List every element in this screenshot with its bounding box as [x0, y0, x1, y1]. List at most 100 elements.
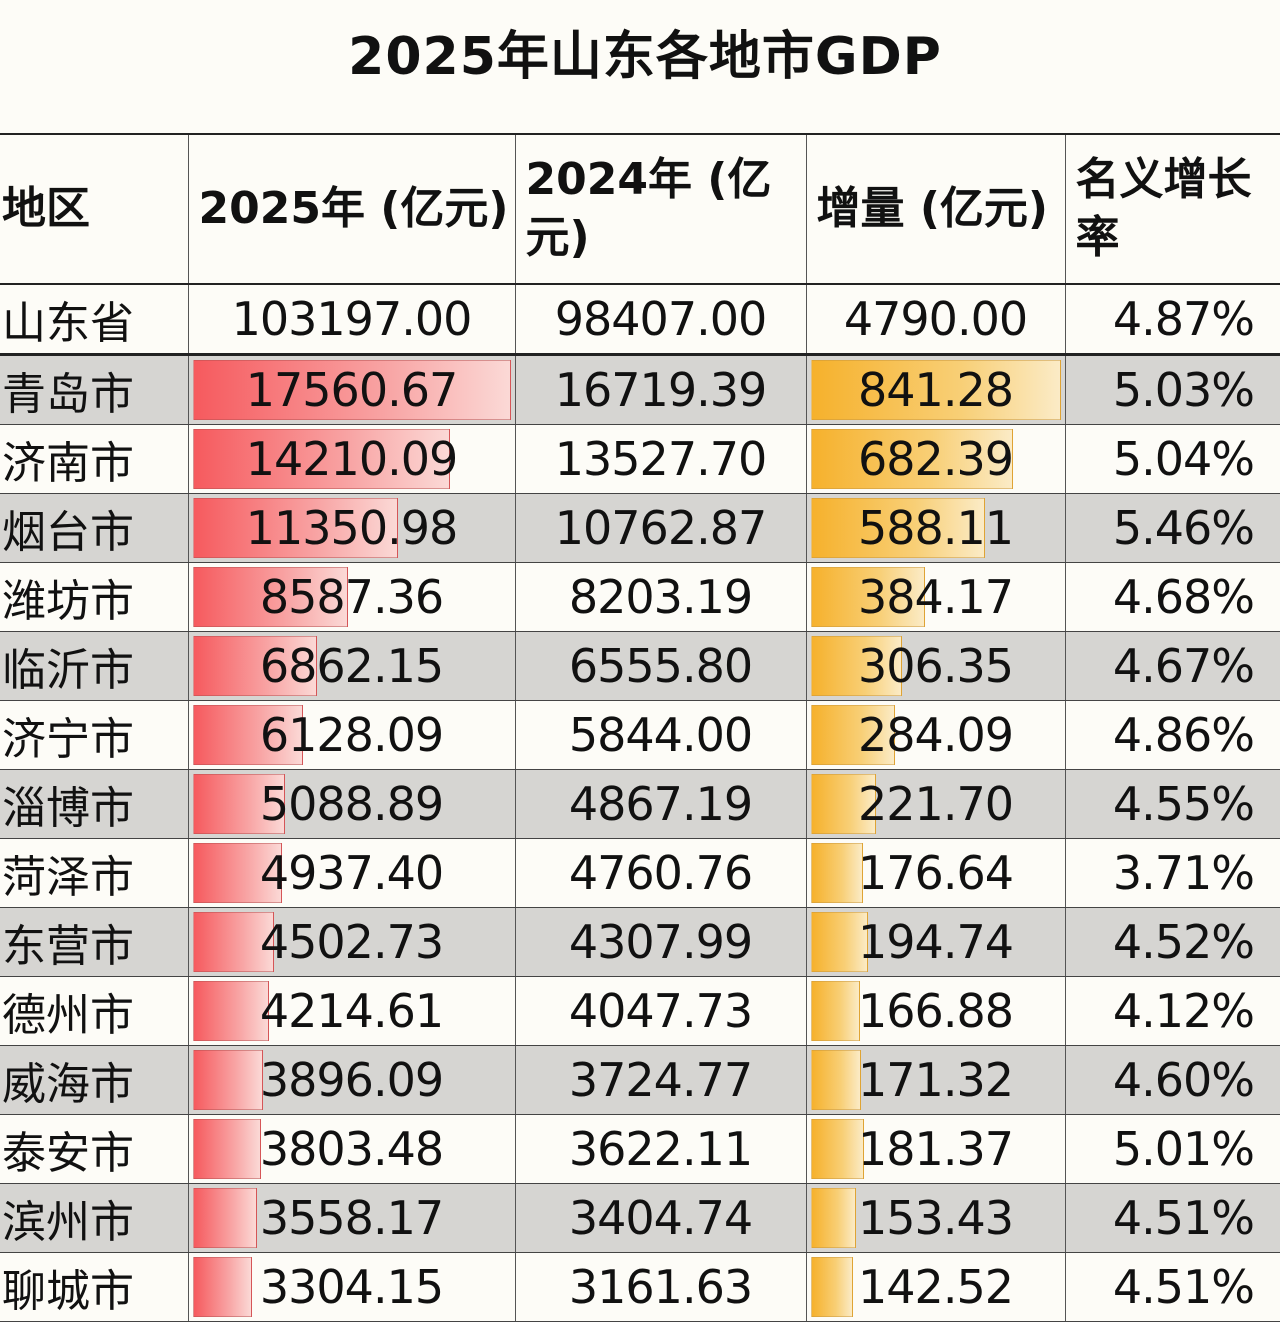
increase-data-bar — [810, 498, 986, 558]
region-cell: 聊城市 — [0, 1252, 188, 1322]
increase-value: 682.39 — [858, 432, 1014, 486]
gdp2025-data-bar — [192, 1119, 262, 1179]
gdp2025-value: 4214.61 — [259, 984, 444, 1038]
table-row: 淄博市 5088.89 4867.19 221.70 4.55% — [0, 769, 1280, 839]
increase-data-bar — [810, 912, 869, 972]
gdp2025-data-bar — [192, 1188, 257, 1248]
gdp2025-data-bar — [192, 912, 275, 972]
region-cell: 德州市 — [0, 976, 188, 1046]
gdp2025-value: 17560.67 — [245, 363, 458, 417]
gdp2024-cell: 16719.39 — [514, 354, 806, 425]
gdp2025-data-bar — [192, 498, 399, 558]
table-row: 青岛市 17560.67 16719.39 841.28 5.03% — [0, 354, 1280, 425]
increase-value: 841.28 — [858, 363, 1014, 417]
growth-cell: 5.01% — [1064, 1114, 1280, 1184]
gdp-table: 地区 2025年 (亿元) 2024年 (亿元) 增量 (亿元) 名义增长率 山… — [0, 133, 1280, 1322]
table-row: 威海市 3896.09 3724.77 171.32 4.60% — [0, 1045, 1280, 1115]
increase-value: 588.11 — [858, 501, 1014, 555]
header-increase: 增量 (亿元) — [805, 133, 1065, 285]
region-cell: 济南市 — [0, 424, 188, 494]
gdp2024-cell: 98407.00 — [514, 284, 806, 356]
table-row: 临沂市 6862.15 6555.80 306.35 4.67% — [0, 631, 1280, 701]
gdp2025-cell: 103197.00 — [187, 284, 515, 356]
gdp2025-value: 14210.09 — [245, 432, 458, 486]
increase-cell: 384.17 — [805, 562, 1065, 632]
growth-cell: 4.87% — [1064, 284, 1280, 356]
increase-cell: 166.88 — [805, 976, 1065, 1046]
increase-cell: 142.52 — [805, 1252, 1065, 1322]
header-gdp2024: 2024年 (亿元) — [514, 133, 806, 285]
gdp2025-value: 3803.48 — [259, 1122, 444, 1176]
region-cell: 滨州市 — [0, 1183, 188, 1253]
increase-value: 221.70 — [858, 777, 1014, 831]
gdp2025-value: 11350.98 — [245, 501, 458, 555]
region-cell: 菏泽市 — [0, 838, 188, 908]
increase-data-bar — [810, 636, 902, 696]
table-row: 菏泽市 4937.40 4760.76 176.64 3.71% — [0, 838, 1280, 908]
header-growth: 名义增长率 — [1064, 133, 1280, 285]
growth-cell: 4.55% — [1064, 769, 1280, 839]
increase-value: 181.37 — [858, 1122, 1014, 1176]
table-row: 东营市 4502.73 4307.99 194.74 4.52% — [0, 907, 1280, 977]
gdp2025-data-bar — [192, 636, 317, 696]
region-cell: 东营市 — [0, 907, 188, 977]
increase-value: 166.88 — [858, 984, 1014, 1038]
gdp2024-cell: 6555.80 — [514, 631, 806, 701]
gdp2025-cell: 14210.09 — [187, 424, 515, 494]
chart-title: 2025年山东各地市GDP — [348, 27, 942, 87]
increase-value: 176.64 — [858, 846, 1014, 900]
region-cell: 淄博市 — [0, 769, 188, 839]
gdp2025-cell: 5088.89 — [187, 769, 515, 839]
gdp2025-cell: 4502.73 — [187, 907, 515, 977]
increase-value: 306.35 — [858, 639, 1014, 693]
gdp2025-value: 8587.36 — [259, 570, 444, 624]
increase-cell: 194.74 — [805, 907, 1065, 977]
increase-data-bar — [810, 981, 861, 1041]
increase-cell: 171.32 — [805, 1045, 1065, 1115]
table-row: 烟台市 11350.98 10762.87 588.11 5.46% — [0, 493, 1280, 563]
increase-cell: 306.35 — [805, 631, 1065, 701]
gdp2025-cell: 6128.09 — [187, 700, 515, 770]
increase-cell: 841.28 — [805, 354, 1065, 425]
gdp2025-value: 3558.17 — [259, 1191, 444, 1245]
increase-value: 284.09 — [858, 708, 1014, 762]
increase-value: 171.32 — [858, 1053, 1014, 1107]
increase-cell: 153.43 — [805, 1183, 1065, 1253]
gdp2025-cell: 3558.17 — [187, 1183, 515, 1253]
region-cell: 泰安市 — [0, 1114, 188, 1184]
gdp2025-data-bar — [192, 1257, 253, 1317]
gdp2025-value: 4502.73 — [259, 915, 444, 969]
gdp2024-cell: 3724.77 — [514, 1045, 806, 1115]
gdp2025-value: 6128.09 — [259, 708, 444, 762]
increase-data-bar — [810, 429, 1014, 489]
gdp2024-cell: 10762.87 — [514, 493, 806, 563]
gdp2025-cell: 3896.09 — [187, 1045, 515, 1115]
increase-value: 153.43 — [858, 1191, 1014, 1245]
growth-cell: 5.04% — [1064, 424, 1280, 494]
header-gdp2025: 2025年 (亿元) — [187, 133, 515, 285]
growth-cell: 4.52% — [1064, 907, 1280, 977]
gdp2025-cell: 3304.15 — [187, 1252, 515, 1322]
increase-cell: 221.70 — [805, 769, 1065, 839]
gdp2025-data-bar — [192, 429, 450, 489]
growth-cell: 3.71% — [1064, 838, 1280, 908]
growth-cell: 4.51% — [1064, 1252, 1280, 1322]
gdp2025-value: 6862.15 — [259, 639, 444, 693]
increase-data-bar — [810, 360, 1061, 420]
increase-cell: 4790.00 — [805, 284, 1065, 356]
increase-data-bar — [810, 1188, 857, 1248]
increase-data-bar — [810, 1119, 865, 1179]
gdp2024-cell: 4307.99 — [514, 907, 806, 977]
gdp2024-cell: 3404.74 — [514, 1183, 806, 1253]
table-row: 德州市 4214.61 4047.73 166.88 4.12% — [0, 976, 1280, 1046]
gdp2025-value: 3896.09 — [259, 1053, 444, 1107]
region-cell: 济宁市 — [0, 700, 188, 770]
increase-value: 142.52 — [858, 1260, 1014, 1314]
growth-cell: 5.46% — [1064, 493, 1280, 563]
gdp2025-data-bar — [192, 567, 348, 627]
gdp2025-data-bar — [192, 774, 285, 834]
gdp2025-value: 5088.89 — [259, 777, 444, 831]
gdp2025-cell: 11350.98 — [187, 493, 515, 563]
region-cell: 山东省 — [0, 284, 188, 356]
increase-data-bar — [810, 1257, 853, 1317]
